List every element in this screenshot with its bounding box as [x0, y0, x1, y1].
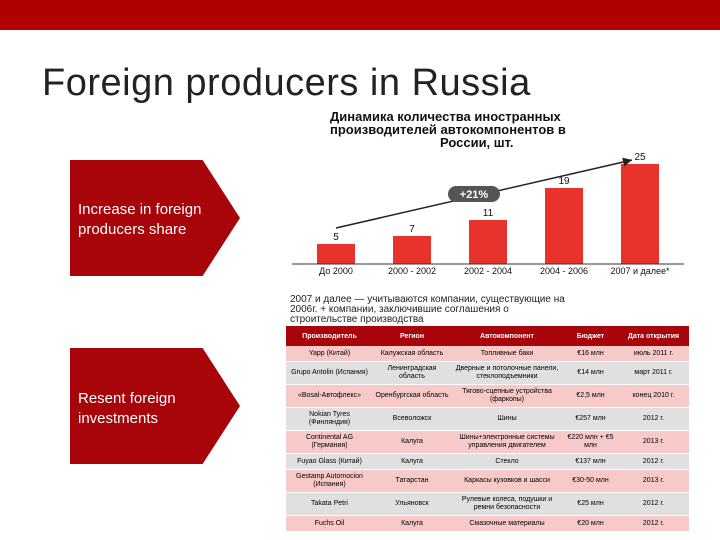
table-row: Grupo Antolin (Испания) Ленинградская обл…: [286, 361, 689, 385]
table-cell: Топливные баки: [451, 346, 563, 362]
table-cell: Татарстан: [373, 469, 451, 493]
table-cell: Gestamp Automocion (Испания): [286, 469, 373, 493]
chart-bar: [469, 220, 507, 264]
table-row: Continental AG (Германия) Калуга Шины+элек…: [286, 430, 689, 454]
chart-category-label: 2000 - 2002: [388, 266, 436, 276]
table-header-cell: Бюджет: [563, 326, 618, 346]
chart-footnote: 2007 и далее — учитываются компании, сущ…: [290, 294, 565, 325]
table-cell: €137 млн: [563, 453, 618, 470]
header-bar: [0, 0, 720, 30]
table-header-cell: Дата открытия: [618, 326, 689, 346]
table-cell: «Bosal-Автофлекс»: [286, 384, 373, 408]
chart-value-label: 19: [558, 176, 570, 187]
callout-text-investments: Resent foreign investments: [78, 390, 176, 427]
table-row: Fuchs Oil Калуга Смазочные материалы €20 мл…: [286, 515, 689, 532]
table-body: Yapp (Китай) Калужская область Топливные б…: [286, 346, 689, 532]
table-cell: Калуга: [373, 453, 451, 470]
table-cell: Каркасы кузовков и шасси: [451, 469, 563, 493]
table-cell: Шины: [451, 407, 563, 431]
table-cell: €14 млн: [563, 361, 618, 385]
table-cell: 2013 г.: [618, 469, 689, 493]
table-cell: Takata Petri: [286, 492, 373, 516]
table-row: Fuyao Glass (Китай) Калуга Стекло €137 млн 2…: [286, 453, 689, 470]
table-row: «Bosal-Автофлекс» Оренбургская область Тяг…: [286, 384, 689, 408]
table-cell: €2,5 млн: [563, 384, 618, 408]
table-cell: €16 млн: [563, 346, 618, 362]
table-cell: Смазочные материалы: [451, 515, 563, 532]
growth-label: +21%: [460, 189, 489, 201]
table-cell: 2012 г.: [618, 407, 689, 431]
table-cell: €257 млн: [563, 407, 618, 431]
chart-category-label: 2007 и далее*: [610, 266, 670, 276]
table-cell: Yapp (Китай): [286, 346, 373, 362]
table-cell: Дверные и потолочные панели, стеклоподъе…: [451, 361, 563, 385]
table-cell: Калуга: [373, 430, 451, 454]
table-cell: Калуга: [373, 515, 451, 532]
table-cell: Оренбургская область: [373, 384, 451, 408]
table-header-row: Производитель Регион Автокомпонент Бюджет Да…: [286, 326, 689, 346]
chart-bar: [393, 236, 431, 264]
table-cell: Тягово-сцепные устройства (фаркопы): [451, 384, 563, 408]
table-row: Yapp (Китай) Калужская область Топливные б…: [286, 346, 689, 362]
growth-badge: [448, 186, 500, 202]
table-cell: €220 млн + €5 млн: [563, 430, 618, 454]
table-row: Nokian Tyres (Финляндия) Всеволожск Шины €2…: [286, 407, 689, 431]
table-cell: июль 2011 г.: [618, 346, 689, 362]
table-row: Takata Petri Ульяновск Рулевые колеса, под…: [286, 492, 689, 516]
table-cell: март 2011 г.: [618, 361, 689, 385]
table-cell: Ульяновск: [373, 492, 451, 516]
chart-value-label: 5: [333, 232, 339, 243]
table-header-cell: Автокомпонент: [451, 326, 563, 346]
table-cell: Ленинградская область: [373, 361, 451, 385]
table-cell: 2012 г.: [618, 492, 689, 516]
callout-arrow-investments: [70, 348, 240, 464]
producers-table: Производитель Регион Автокомпонент Бюджет Да…: [286, 326, 689, 532]
callout-text-increase: Increase in foreign producers share: [78, 201, 202, 238]
slide-title: Foreign producers in Russia: [42, 62, 531, 104]
table-cell: Рулевые колеса, подушки и ремни безопасн…: [451, 492, 563, 516]
table-cell: Всеволожск: [373, 407, 451, 431]
table-row: Gestamp Automocion (Испания) Татарстан Кар…: [286, 469, 689, 493]
chart-value-label: 11: [483, 208, 494, 219]
table-cell: Калужская область: [373, 346, 451, 362]
chart-value-label: 7: [409, 224, 415, 235]
table-cell: Grupo Antolin (Испания): [286, 361, 373, 385]
table-cell: Fuyao Glass (Китай): [286, 453, 373, 470]
table-cell: Fuchs Oil: [286, 515, 373, 532]
table-header-cell: Производитель: [286, 326, 373, 346]
table-header-cell: Регион: [373, 326, 451, 346]
table-cell: €20 млн: [563, 515, 618, 532]
table-cell: Nokian Tyres (Финляндия): [286, 407, 373, 431]
chart-category-label: 2004 - 2006: [540, 266, 588, 276]
chart-bar: [317, 244, 355, 264]
table-cell: Шины+электронные системы управления двиг…: [451, 430, 563, 454]
chart-bar: [545, 188, 583, 264]
table-cell: €25 млн: [563, 492, 618, 516]
table-cell: 2012 г.: [618, 515, 689, 532]
chart-category-label: До 2000: [319, 266, 353, 276]
table-cell: конец 2010 г.: [618, 384, 689, 408]
chart-value-label: 25: [634, 152, 646, 163]
chart-bar: [621, 164, 659, 264]
chart-category-label: 2002 - 2004: [464, 266, 512, 276]
table-cell: 2012 г.: [618, 453, 689, 470]
callout-arrow-increase: [70, 160, 240, 276]
table-cell: Continental AG (Германия): [286, 430, 373, 454]
chart-title: Динамика количества иностранных производ…: [330, 109, 566, 150]
table-cell: €30-50 млн: [563, 469, 618, 493]
table-cell: Стекло: [451, 453, 563, 470]
table-cell: 2013 г.: [618, 430, 689, 454]
bar-chart: 5 До 2000 7 2000 - 2002 11 2002 - 2004 19 2004 …: [292, 152, 684, 276]
